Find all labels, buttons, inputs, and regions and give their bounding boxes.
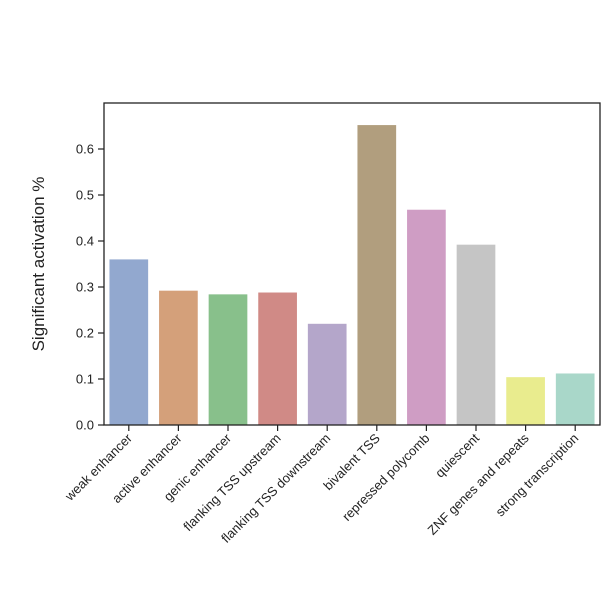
y-tick-label: 0.3 [76,280,94,295]
x-tick-label: strong transcription [493,431,582,520]
y-axis-label: Significant activation % [29,177,48,352]
bar-active-enhancer [159,290,198,425]
y-tick-label: 0.2 [76,326,94,341]
bar-flanking-tss-downstream [307,323,347,425]
plot-frame [103,102,601,426]
bar-genic-enhancer [208,294,248,425]
y-axis: 0.0 0.1 0.2 0.3 0.4 0.5 0.6 [76,142,104,433]
y-tick-label: 0.4 [76,234,94,249]
y-tick-label: 0.5 [76,188,94,203]
bar-flanking-tss-upstream [258,292,297,425]
bar-repressed-polycomb [407,209,446,425]
x-tick-label: repressed polycomb [339,431,432,524]
bar-strong-transcription [555,373,595,425]
x-tick-label: flanking TSS upstream [180,431,283,534]
y-tick-label: 0.1 [76,372,94,387]
bars-layer [109,125,595,425]
bar-bivalent-tss [357,125,397,425]
y-tick-label: 0.6 [76,142,94,157]
x-tick-label: quiescent [432,430,482,480]
y-tick-label: 0.0 [76,418,94,433]
bar-quiescent [456,244,496,425]
bar-weak-enhancer [109,259,149,425]
bar-znf-genes-and-repeats [506,377,545,425]
